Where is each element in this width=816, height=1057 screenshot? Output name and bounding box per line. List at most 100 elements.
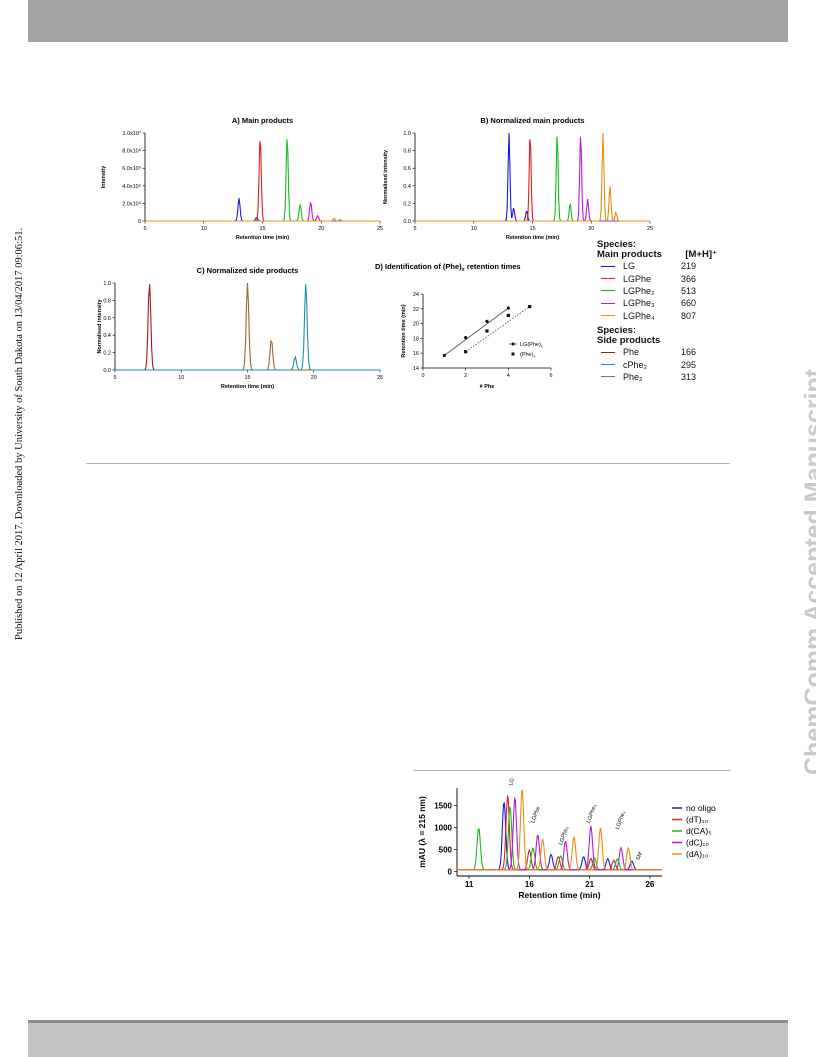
species-mz: 807 bbox=[681, 310, 697, 321]
mz-header: [M+H]⁺ bbox=[685, 249, 717, 260]
y-tick-label: 0.8 bbox=[103, 298, 111, 304]
fit-line-lgphe bbox=[444, 307, 509, 356]
x-tick-label: 20 bbox=[318, 226, 324, 232]
y-tick-label: 14 bbox=[413, 366, 419, 372]
y-axis-label: Normalised intensity bbox=[97, 299, 103, 354]
legend-swatch bbox=[601, 302, 615, 304]
y-tick-label: 2.0x10⁶ bbox=[122, 200, 141, 207]
y-tick-label: 0.6 bbox=[403, 166, 411, 172]
main-species-row: LG 219 bbox=[597, 260, 757, 272]
chart-title: C) Normalized side products bbox=[197, 266, 299, 275]
data-point-lgphe bbox=[442, 353, 446, 358]
series-line bbox=[145, 217, 380, 222]
y-tick-label: 0.2 bbox=[103, 351, 111, 357]
side-species-title: Species: bbox=[597, 324, 637, 336]
series-line bbox=[115, 283, 380, 371]
x-tick-label: 11 bbox=[465, 880, 474, 889]
species-mz: 313 bbox=[681, 371, 697, 382]
data-point-lgphe bbox=[464, 336, 468, 340]
y-tick-label: 18 bbox=[413, 336, 419, 342]
series-line bbox=[145, 141, 380, 222]
data-point-lgphe bbox=[506, 306, 510, 310]
data-point-phe bbox=[464, 350, 468, 354]
x-tick-label: 20 bbox=[311, 375, 317, 381]
y-tick-label: 0.0 bbox=[403, 219, 411, 225]
data-point-lgphe bbox=[485, 319, 489, 323]
species-mz: 366 bbox=[681, 273, 697, 284]
species-name: LG bbox=[623, 261, 636, 272]
species-name: LGPhe₂ bbox=[623, 285, 655, 296]
x-tick-label: 25 bbox=[377, 375, 383, 381]
y-tick-label: 0.4 bbox=[403, 184, 411, 190]
side-species-row: Phe₂ 313 bbox=[597, 371, 757, 383]
main-species-row: LGPhe₂ 513 bbox=[597, 285, 757, 297]
peak-annotation: LG bbox=[509, 778, 516, 786]
x-tick-label: 5 bbox=[413, 226, 416, 232]
chart-panel-b: B) Normalized main products 5 10 15 20 25 0.0 0… bbox=[383, 116, 653, 241]
peak-annotation: LGPhe₃ bbox=[586, 804, 598, 824]
species-name: cPhe₂ bbox=[623, 359, 648, 370]
species-mz: 219 bbox=[681, 261, 697, 272]
data-point-phe bbox=[485, 329, 489, 333]
legend-marker-lgphe bbox=[511, 342, 515, 346]
x-tick-label: 4 bbox=[507, 373, 510, 379]
species-name: Phe bbox=[623, 347, 640, 358]
species-name: Phe₂ bbox=[623, 371, 643, 382]
x-axis-label: Retention time (min) bbox=[518, 890, 600, 900]
y-tick-label: 1.0 bbox=[103, 281, 111, 287]
legend-swatch bbox=[601, 278, 615, 280]
chart-panel-c: C) Normalized side products 5 10 15 20 25 0.0 0… bbox=[97, 266, 383, 390]
x-tick-label: 21 bbox=[585, 880, 594, 889]
x-axis-label: Retention time (min) bbox=[506, 235, 559, 241]
x-axis-label: # Phe bbox=[480, 384, 495, 390]
side-species-row: cPhe₂ 295 bbox=[597, 358, 757, 370]
chart-panel-d: D) Identification of (Phe)x retention ti… bbox=[375, 262, 553, 390]
species-title: Species: bbox=[597, 239, 637, 250]
peak-annotation: SM bbox=[635, 851, 644, 861]
main-species-row: LGPhe 366 bbox=[597, 272, 757, 284]
legend-marker-phe bbox=[511, 352, 515, 356]
species-name: LGPhe₃ bbox=[623, 298, 655, 309]
legend-label: (dT)₁₀ bbox=[686, 815, 708, 825]
x-tick-label: 20 bbox=[588, 226, 594, 232]
series-line bbox=[115, 283, 380, 371]
x-tick-label: 2 bbox=[464, 373, 467, 379]
chart-title: B) Normalized main products bbox=[480, 116, 584, 125]
y-tick-label: 20 bbox=[413, 322, 419, 328]
y-axis-label: Intensity bbox=[101, 165, 107, 189]
main-species-row: LGPhe₄ 807 bbox=[597, 310, 757, 322]
x-tick-label: 25 bbox=[647, 226, 653, 232]
y-tick-label: 6.0x10⁶ bbox=[122, 165, 141, 172]
peak-annotation: LGPhe₂ bbox=[558, 826, 570, 846]
y-tick-label: 0 bbox=[448, 868, 453, 877]
y-tick-label: 1.0x10⁷ bbox=[122, 130, 141, 137]
footer-band bbox=[28, 1020, 788, 1057]
x-tick-label: 15 bbox=[259, 226, 265, 232]
x-axis-label: Retention time (min) bbox=[236, 235, 289, 241]
main-species-row: LGPhe₃ 660 bbox=[597, 297, 757, 309]
legend-label: no oligo bbox=[686, 803, 716, 813]
x-tick-label: 0 bbox=[421, 373, 424, 379]
accepted-manuscript-watermark: ChemComm Accepted Manuscript bbox=[800, 368, 816, 775]
published-note: Published on 12 April 2017. Downloaded b… bbox=[14, 227, 25, 640]
legend-swatch bbox=[601, 290, 615, 292]
peak-annotation: LGPhe₄ bbox=[615, 810, 628, 831]
y-tick-label: 1500 bbox=[434, 802, 452, 811]
x-tick-label: 26 bbox=[645, 880, 654, 889]
legend-label: (dC)₁₀ bbox=[686, 838, 709, 848]
species-name: LGPhe bbox=[623, 273, 652, 284]
y-tick-label: 0.6 bbox=[103, 316, 111, 322]
y-tick-label: 24 bbox=[413, 292, 419, 298]
species-mz: 166 bbox=[681, 347, 697, 358]
legend-swatch bbox=[601, 376, 615, 378]
species-legend: Species: Main products [M+H]⁺ LG 219 LGPhe… bbox=[597, 240, 757, 383]
y-tick-label: 0.0 bbox=[103, 368, 111, 374]
x-tick-label: 6 bbox=[549, 373, 552, 379]
x-tick-label: 15 bbox=[244, 375, 250, 381]
y-axis-label: Normalised intensity bbox=[383, 149, 389, 204]
section-divider bbox=[86, 463, 730, 464]
y-tick-label: 4.0x10⁶ bbox=[122, 183, 141, 190]
side-products-label: Side products bbox=[597, 334, 661, 346]
legend-label-lgphe: LG(Phe)x bbox=[520, 342, 543, 349]
y-tick-label: 1000 bbox=[434, 824, 452, 833]
